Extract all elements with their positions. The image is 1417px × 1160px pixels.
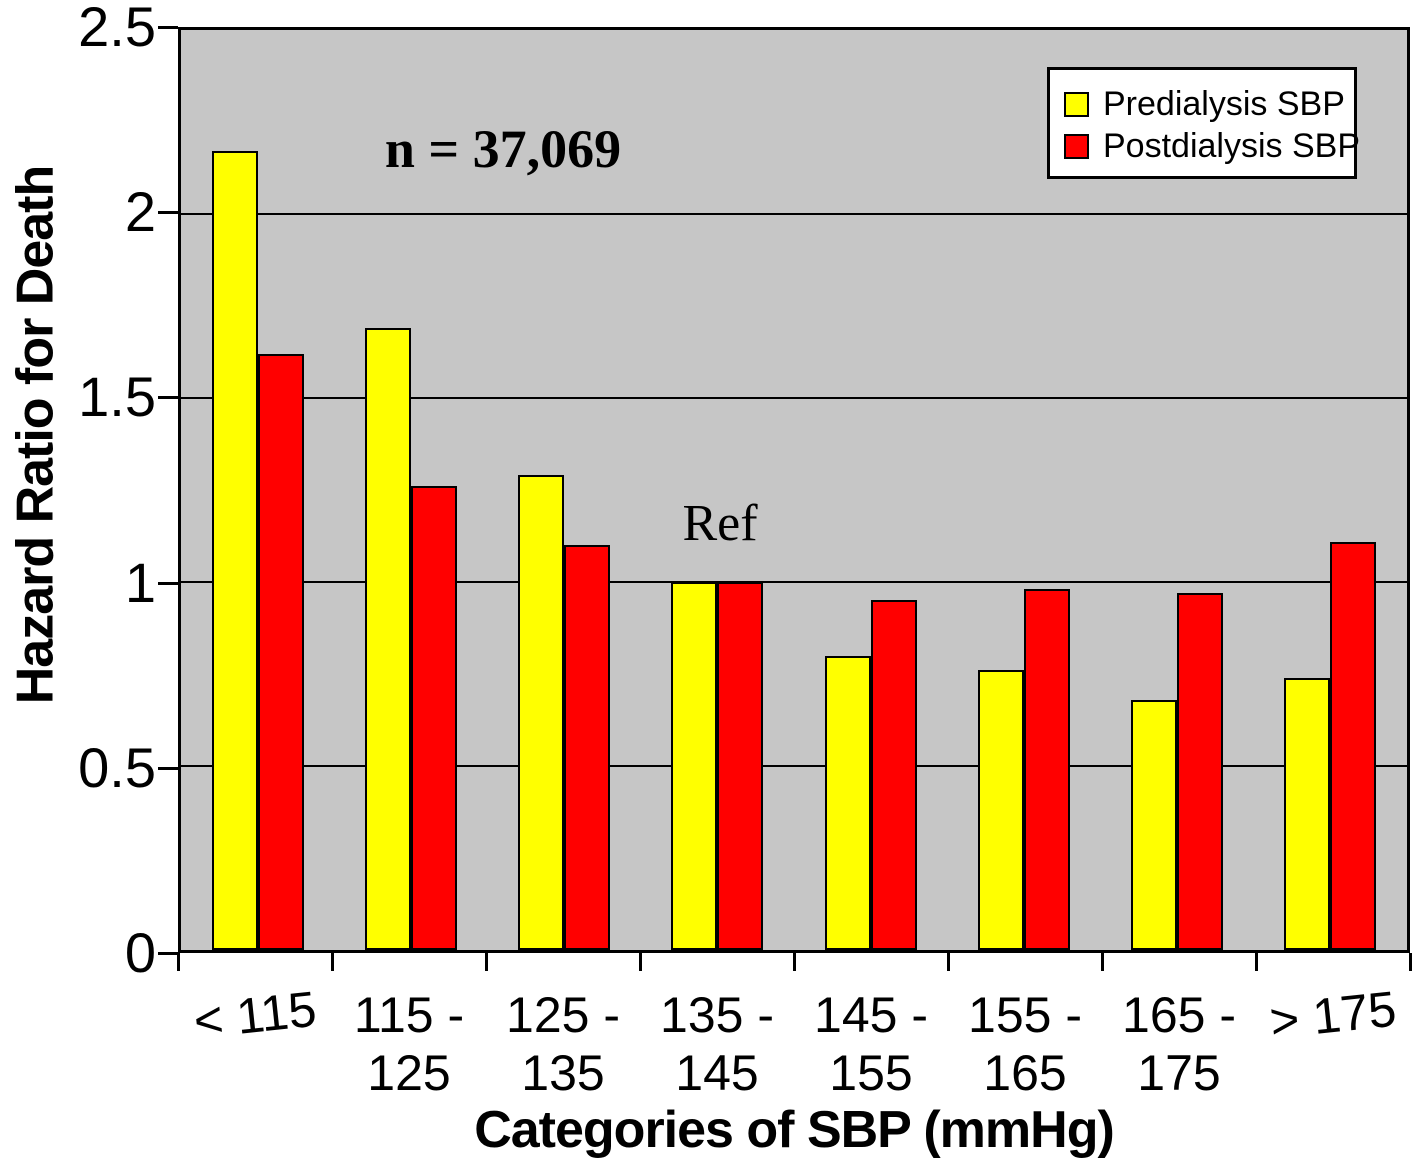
- bar-postdialysis-5: [870, 600, 917, 950]
- x-tick-label-1: < 115: [175, 978, 334, 1052]
- x-tick-label-7: 165 -175: [1102, 986, 1256, 1102]
- x-axis-tick-7: [1255, 953, 1258, 971]
- bar-postdialysis-2: [410, 486, 457, 950]
- x-axis-tick-8: [1409, 953, 1412, 971]
- x-tick-label-line: < 115: [191, 980, 319, 1050]
- x-tick-label-3: 125 -135: [486, 986, 640, 1102]
- x-tick-label-line: 155 -: [968, 987, 1082, 1043]
- x-tick-label-5: 145 -155: [794, 986, 948, 1102]
- y-tick-label-2: 2: [124, 180, 156, 244]
- x-tick-label-line: 125: [367, 1045, 451, 1101]
- y-tick-label-0: 0: [124, 921, 156, 984]
- x-axis-tick-6: [1101, 953, 1104, 971]
- bar-postdialysis-8: [1330, 541, 1377, 950]
- x-tick-label-8: > 175: [1253, 978, 1412, 1052]
- gridline-2: [181, 213, 1407, 215]
- x-tick-label-line: 175: [1137, 1045, 1221, 1101]
- y-axis-tick-0.5: [158, 766, 178, 770]
- legend-label-postdialysis: Postdialysis SBP: [1103, 127, 1360, 165]
- y-axis-tick-1.5: [158, 396, 178, 400]
- x-axis-tick-0: [177, 953, 180, 971]
- bar-predialysis-1: [211, 151, 258, 950]
- x-tick-label-line: 145 -: [814, 987, 928, 1043]
- x-tick-label-line: 145: [675, 1045, 759, 1101]
- bar-predialysis-2: [364, 328, 411, 950]
- x-tick-label-2: 115 -125: [332, 986, 486, 1102]
- x-tick-label-line: 165 -: [1122, 987, 1236, 1043]
- y-axis-tick-2.5: [158, 26, 178, 29]
- x-tick-label-4: 135 -145: [640, 986, 794, 1102]
- bar-postdialysis-3: [564, 545, 611, 950]
- y-tick-label-2.5: 2.5: [78, 0, 156, 58]
- y-tick-label-0.5: 0.5: [78, 735, 156, 799]
- x-axis-tick-2: [485, 953, 488, 971]
- gridline-1.5: [181, 397, 1407, 399]
- x-axis-tick-5: [947, 953, 950, 971]
- bar-predialysis-7: [1131, 699, 1178, 950]
- bar-postdialysis-4: [717, 582, 764, 950]
- x-tick-label-line: 155: [829, 1045, 913, 1101]
- x-tick-label-line: 165: [983, 1045, 1067, 1101]
- x-tick-label-line: 125 -: [506, 987, 620, 1043]
- x-axis-title: Categories of SBP (mmHg): [474, 1101, 1115, 1159]
- bar-predialysis-5: [824, 655, 871, 950]
- x-tick-label-line: 135: [521, 1045, 605, 1101]
- legend: Predialysis SBP Postdialysis SBP: [1047, 67, 1360, 179]
- reference-annotation: Ref: [682, 495, 758, 552]
- bar-predialysis-8: [1284, 677, 1331, 950]
- x-tick-label-line: 115 -: [353, 987, 465, 1043]
- plot-area: [178, 27, 1410, 953]
- y-axis-tick-0: [158, 952, 178, 955]
- predialysis-swatch: [1064, 91, 1089, 117]
- bar-postdialysis-1: [257, 353, 304, 950]
- gridline-1: [181, 581, 1407, 583]
- gridline-0.5: [181, 765, 1407, 767]
- y-tick-label-1: 1: [124, 550, 156, 614]
- y-axis-tick-2: [158, 211, 178, 215]
- bar-postdialysis-7: [1177, 593, 1224, 950]
- sample-size-annotation: n = 37,069: [384, 119, 622, 179]
- legend-item-postdialysis: Postdialysis SBP: [1064, 125, 1360, 167]
- y-axis-title-text: Hazard Ratio for Death: [6, 165, 64, 705]
- legend-item-predialysis: Predialysis SBP: [1064, 83, 1354, 125]
- bar-postdialysis-6: [1023, 589, 1070, 950]
- x-tick-label-line: 135 -: [660, 987, 774, 1043]
- x-axis-tick-1: [331, 953, 334, 971]
- legend-label-predialysis: Predialysis SBP: [1103, 85, 1345, 123]
- x-tick-label-6: 155 -165: [948, 986, 1102, 1102]
- y-tick-label-1.5: 1.5: [78, 365, 156, 429]
- x-axis-tick-4: [793, 953, 796, 971]
- bar-predialysis-6: [977, 670, 1024, 950]
- postdialysis-swatch: [1064, 133, 1089, 159]
- bar-predialysis-3: [518, 475, 565, 950]
- bar-predialysis-4: [671, 582, 718, 950]
- x-axis-tick-3: [639, 953, 642, 971]
- y-axis-tick-1: [158, 581, 178, 585]
- x-tick-label-line: > 175: [1267, 980, 1399, 1050]
